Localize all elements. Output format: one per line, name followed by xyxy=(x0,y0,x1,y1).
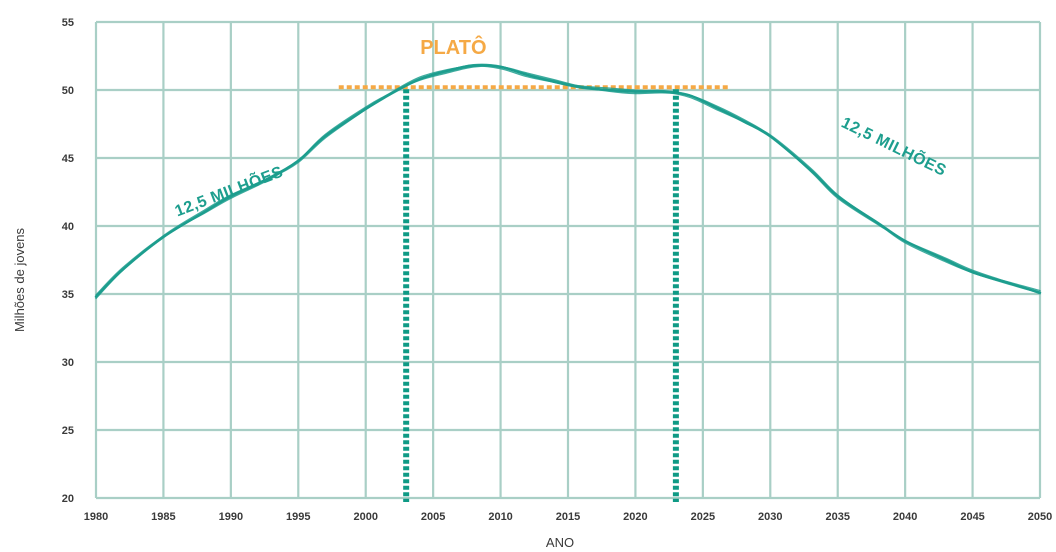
x-tick-label: 2025 xyxy=(691,511,715,523)
y-tick-label: 30 xyxy=(62,357,74,369)
x-tick-label: 2050 xyxy=(1028,511,1052,523)
y-axis: 20 25 30 35 40 45 50 55 xyxy=(62,17,74,505)
x-tick-label: 2020 xyxy=(623,511,647,523)
x-tick-label: 2005 xyxy=(421,511,445,523)
x-axis-title: ANO xyxy=(546,535,574,550)
x-tick-label: 1985 xyxy=(151,511,175,523)
y-axis-title: Milhões de jovens xyxy=(12,227,27,332)
x-tick-label: 2015 xyxy=(556,511,580,523)
x-tick-label: 1995 xyxy=(286,511,310,523)
y-tick-label: 25 xyxy=(62,425,74,437)
x-tick-label: 2040 xyxy=(893,511,917,523)
series-line xyxy=(95,63,1041,298)
x-tick-label: 1980 xyxy=(84,511,108,523)
x-tick-label: 2030 xyxy=(758,511,782,523)
y-tick-label: 45 xyxy=(62,153,74,165)
series-line xyxy=(95,65,1041,297)
curve-annotation: 12,5 MILHÕES xyxy=(838,112,950,180)
y-tick-label: 55 xyxy=(62,17,74,29)
marker-lines xyxy=(403,89,679,502)
grid xyxy=(94,20,1042,500)
y-tick-label: 35 xyxy=(62,289,74,301)
plateau-label: PLATÔ xyxy=(420,35,486,59)
x-tick-label: 2035 xyxy=(825,511,849,523)
x-tick-label: 2010 xyxy=(488,511,512,523)
y-tick-label: 40 xyxy=(62,221,74,233)
x-tick-label: 2045 xyxy=(960,511,984,523)
y-tick-label: 20 xyxy=(62,493,74,505)
y-tick-label: 50 xyxy=(62,85,74,97)
x-tick-label: 1990 xyxy=(219,511,243,523)
series-group xyxy=(94,63,1042,300)
x-tick-label: 2000 xyxy=(353,511,377,523)
curve-annotation: 12,5 MILHÕES xyxy=(172,161,286,221)
x-axis: 1980 1985 1990 1995 2000 2005 2010 2015 2020 2025… xyxy=(84,511,1052,523)
